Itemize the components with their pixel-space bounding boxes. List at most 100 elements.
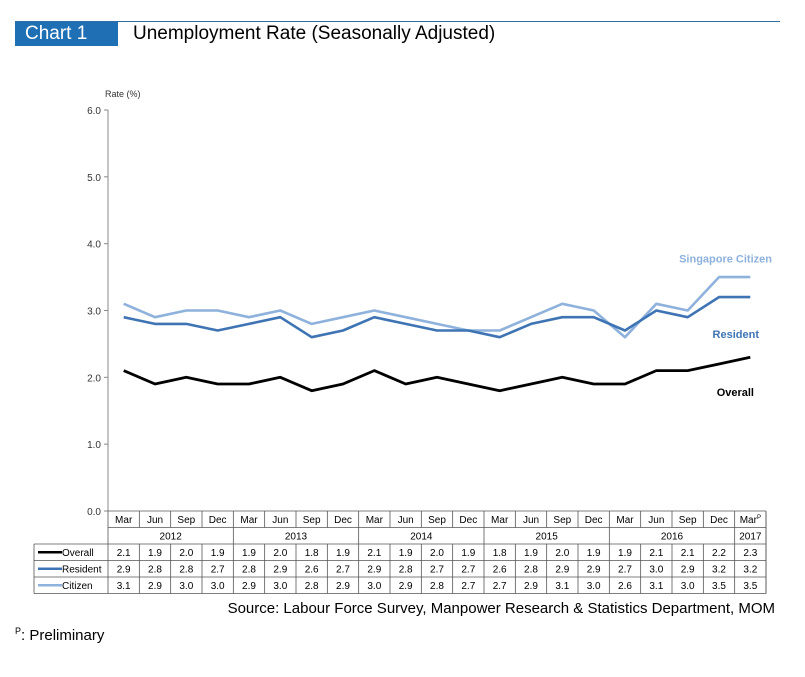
table-cell-overall: 2.2 [712, 548, 726, 559]
y-tick-label: 2.0 [87, 373, 101, 384]
x-month-label: Jun [147, 515, 163, 526]
table-cell-overall: 2.1 [681, 548, 695, 559]
x-month-label: MarP [740, 515, 761, 526]
table-cell-resident: 2.9 [367, 565, 381, 576]
table-cell-resident: 2.9 [117, 565, 131, 576]
x-month-label: Mar [616, 515, 634, 526]
table-cell-citizen: 2.8 [305, 581, 319, 592]
table-cell-citizen: 3.1 [117, 581, 131, 592]
table-cell-citizen: 3.0 [273, 581, 287, 592]
table-cell-overall: 2.1 [649, 548, 663, 559]
x-year-label: 2012 [160, 532, 183, 543]
x-month-label: Jun [523, 515, 539, 526]
table-cell-overall: 1.9 [524, 548, 538, 559]
y-tick-label: 4.0 [87, 240, 101, 251]
table-cell-citizen: 3.1 [649, 581, 663, 592]
x-month-label: Sep [428, 515, 446, 526]
x-year-label: 2014 [410, 532, 433, 543]
table-cell-resident: 2.7 [211, 565, 225, 576]
x-month-label: Dec [710, 515, 728, 526]
table-cell-citizen: 3.0 [367, 581, 381, 592]
table-cell-resident: 2.7 [461, 565, 475, 576]
table-cell-citizen: 3.1 [555, 581, 569, 592]
table-cell-citizen: 2.9 [148, 581, 162, 592]
table-cell-citizen: 2.7 [461, 581, 475, 592]
chart-header: Chart 1 Unemployment Rate (Seasonally Ad… [15, 21, 780, 46]
x-month-label: Jun [648, 515, 664, 526]
footnote-text: : Preliminary [21, 627, 105, 644]
table-cell-citizen: 3.0 [587, 581, 601, 592]
y-tick-label: 1.0 [87, 440, 101, 451]
x-month-label: Sep [553, 515, 571, 526]
y-axis-label: Rate (%) [105, 89, 141, 99]
table-cell-overall: 2.0 [273, 548, 287, 559]
table-cell-resident: 3.2 [712, 565, 726, 576]
table-cell-overall: 1.9 [618, 548, 632, 559]
table-cell-citizen: 2.9 [242, 581, 256, 592]
table-cell-citizen: 3.0 [211, 581, 225, 592]
table-cell-citizen: 2.8 [430, 581, 444, 592]
x-month-label: Mar [491, 515, 509, 526]
x-month-label: Mar [115, 515, 133, 526]
x-month-label: Sep [679, 515, 697, 526]
table-cell-overall: 1.8 [305, 548, 319, 559]
series-label-overall: Overall [717, 387, 754, 399]
x-month-label: Dec [334, 515, 352, 526]
table-cell-resident: 2.8 [399, 565, 413, 576]
table-cell-citizen: 3.5 [712, 581, 726, 592]
x-year-label: 2017 [739, 532, 762, 543]
table-cell-overall: 1.9 [399, 548, 413, 559]
series-line-overall [123, 355, 751, 393]
table-cell-citizen: 3.0 [179, 581, 193, 592]
unemployment-chart: 0.0 1.0 2.0 3.0 4.0 5.0 6.0 Rate (%) Mar Jun Sep De… [33, 89, 772, 594]
x-month-label: Sep [303, 515, 321, 526]
table-cell-overall: 2.0 [179, 548, 193, 559]
y-tick-label: 6.0 [87, 106, 101, 117]
table-cell-overall: 1.9 [242, 548, 256, 559]
table-cell-resident: 2.7 [430, 565, 444, 576]
table-cell-overall: 1.9 [587, 548, 601, 559]
table-cell-resident: 2.7 [618, 565, 632, 576]
table-cell-resident: 2.7 [336, 565, 350, 576]
x-month-label: Jun [398, 515, 414, 526]
x-month-label: Mar [240, 515, 258, 526]
y-tick-label: 3.0 [87, 307, 101, 318]
table-cell-overall: 2.0 [430, 548, 444, 559]
source-note: Source: Labour Force Survey, Manpower Re… [227, 600, 775, 617]
legend-label-citizen: Citizen [62, 581, 93, 592]
table-cell-overall: 1.9 [148, 548, 162, 559]
preliminary-marker: P [757, 515, 761, 521]
table-cell-overall: 2.1 [117, 548, 131, 559]
table-cell-resident: 2.9 [681, 565, 695, 576]
x-month-label: Jun [272, 515, 288, 526]
table-cell-resident: 2.8 [179, 565, 193, 576]
x-month-label: Dec [459, 515, 477, 526]
table-cell-citizen: 3.0 [681, 581, 695, 592]
legend-label-resident: Resident [62, 565, 102, 576]
table-cell-citizen: 3.5 [743, 581, 757, 592]
series-line-citizen [123, 275, 751, 339]
footnote: P: Preliminary [15, 626, 104, 644]
x-year-label: 2015 [536, 532, 559, 543]
x-year-label: 2016 [661, 532, 684, 543]
legend-label-overall: Overall [62, 548, 94, 559]
x-month-label: Sep [177, 515, 195, 526]
table-cell-resident: 3.0 [649, 565, 663, 576]
x-month-label: Mar [366, 515, 384, 526]
y-tick-label: 5.0 [87, 173, 101, 184]
x-year-label: 2013 [285, 532, 308, 543]
table-cell-citizen: 2.7 [493, 581, 507, 592]
x-month-label: Dec [585, 515, 603, 526]
table-cell-overall: 2.0 [555, 548, 569, 559]
table-cell-overall: 2.3 [743, 548, 757, 559]
table-cell-citizen: 2.9 [399, 581, 413, 592]
table-cell-overall: 1.9 [211, 548, 225, 559]
table-cell-citizen: 2.9 [524, 581, 538, 592]
table-cell-resident: 3.2 [743, 565, 757, 576]
table-cell-overall: 1.9 [461, 548, 475, 559]
series-label-citizen: Singapore Citizen [679, 254, 772, 266]
chart-number-tag: Chart 1 [15, 22, 118, 46]
table-cell-resident: 2.9 [587, 565, 601, 576]
series-label-resident: Resident [713, 329, 760, 341]
table-cell-citizen: 2.9 [336, 581, 350, 592]
